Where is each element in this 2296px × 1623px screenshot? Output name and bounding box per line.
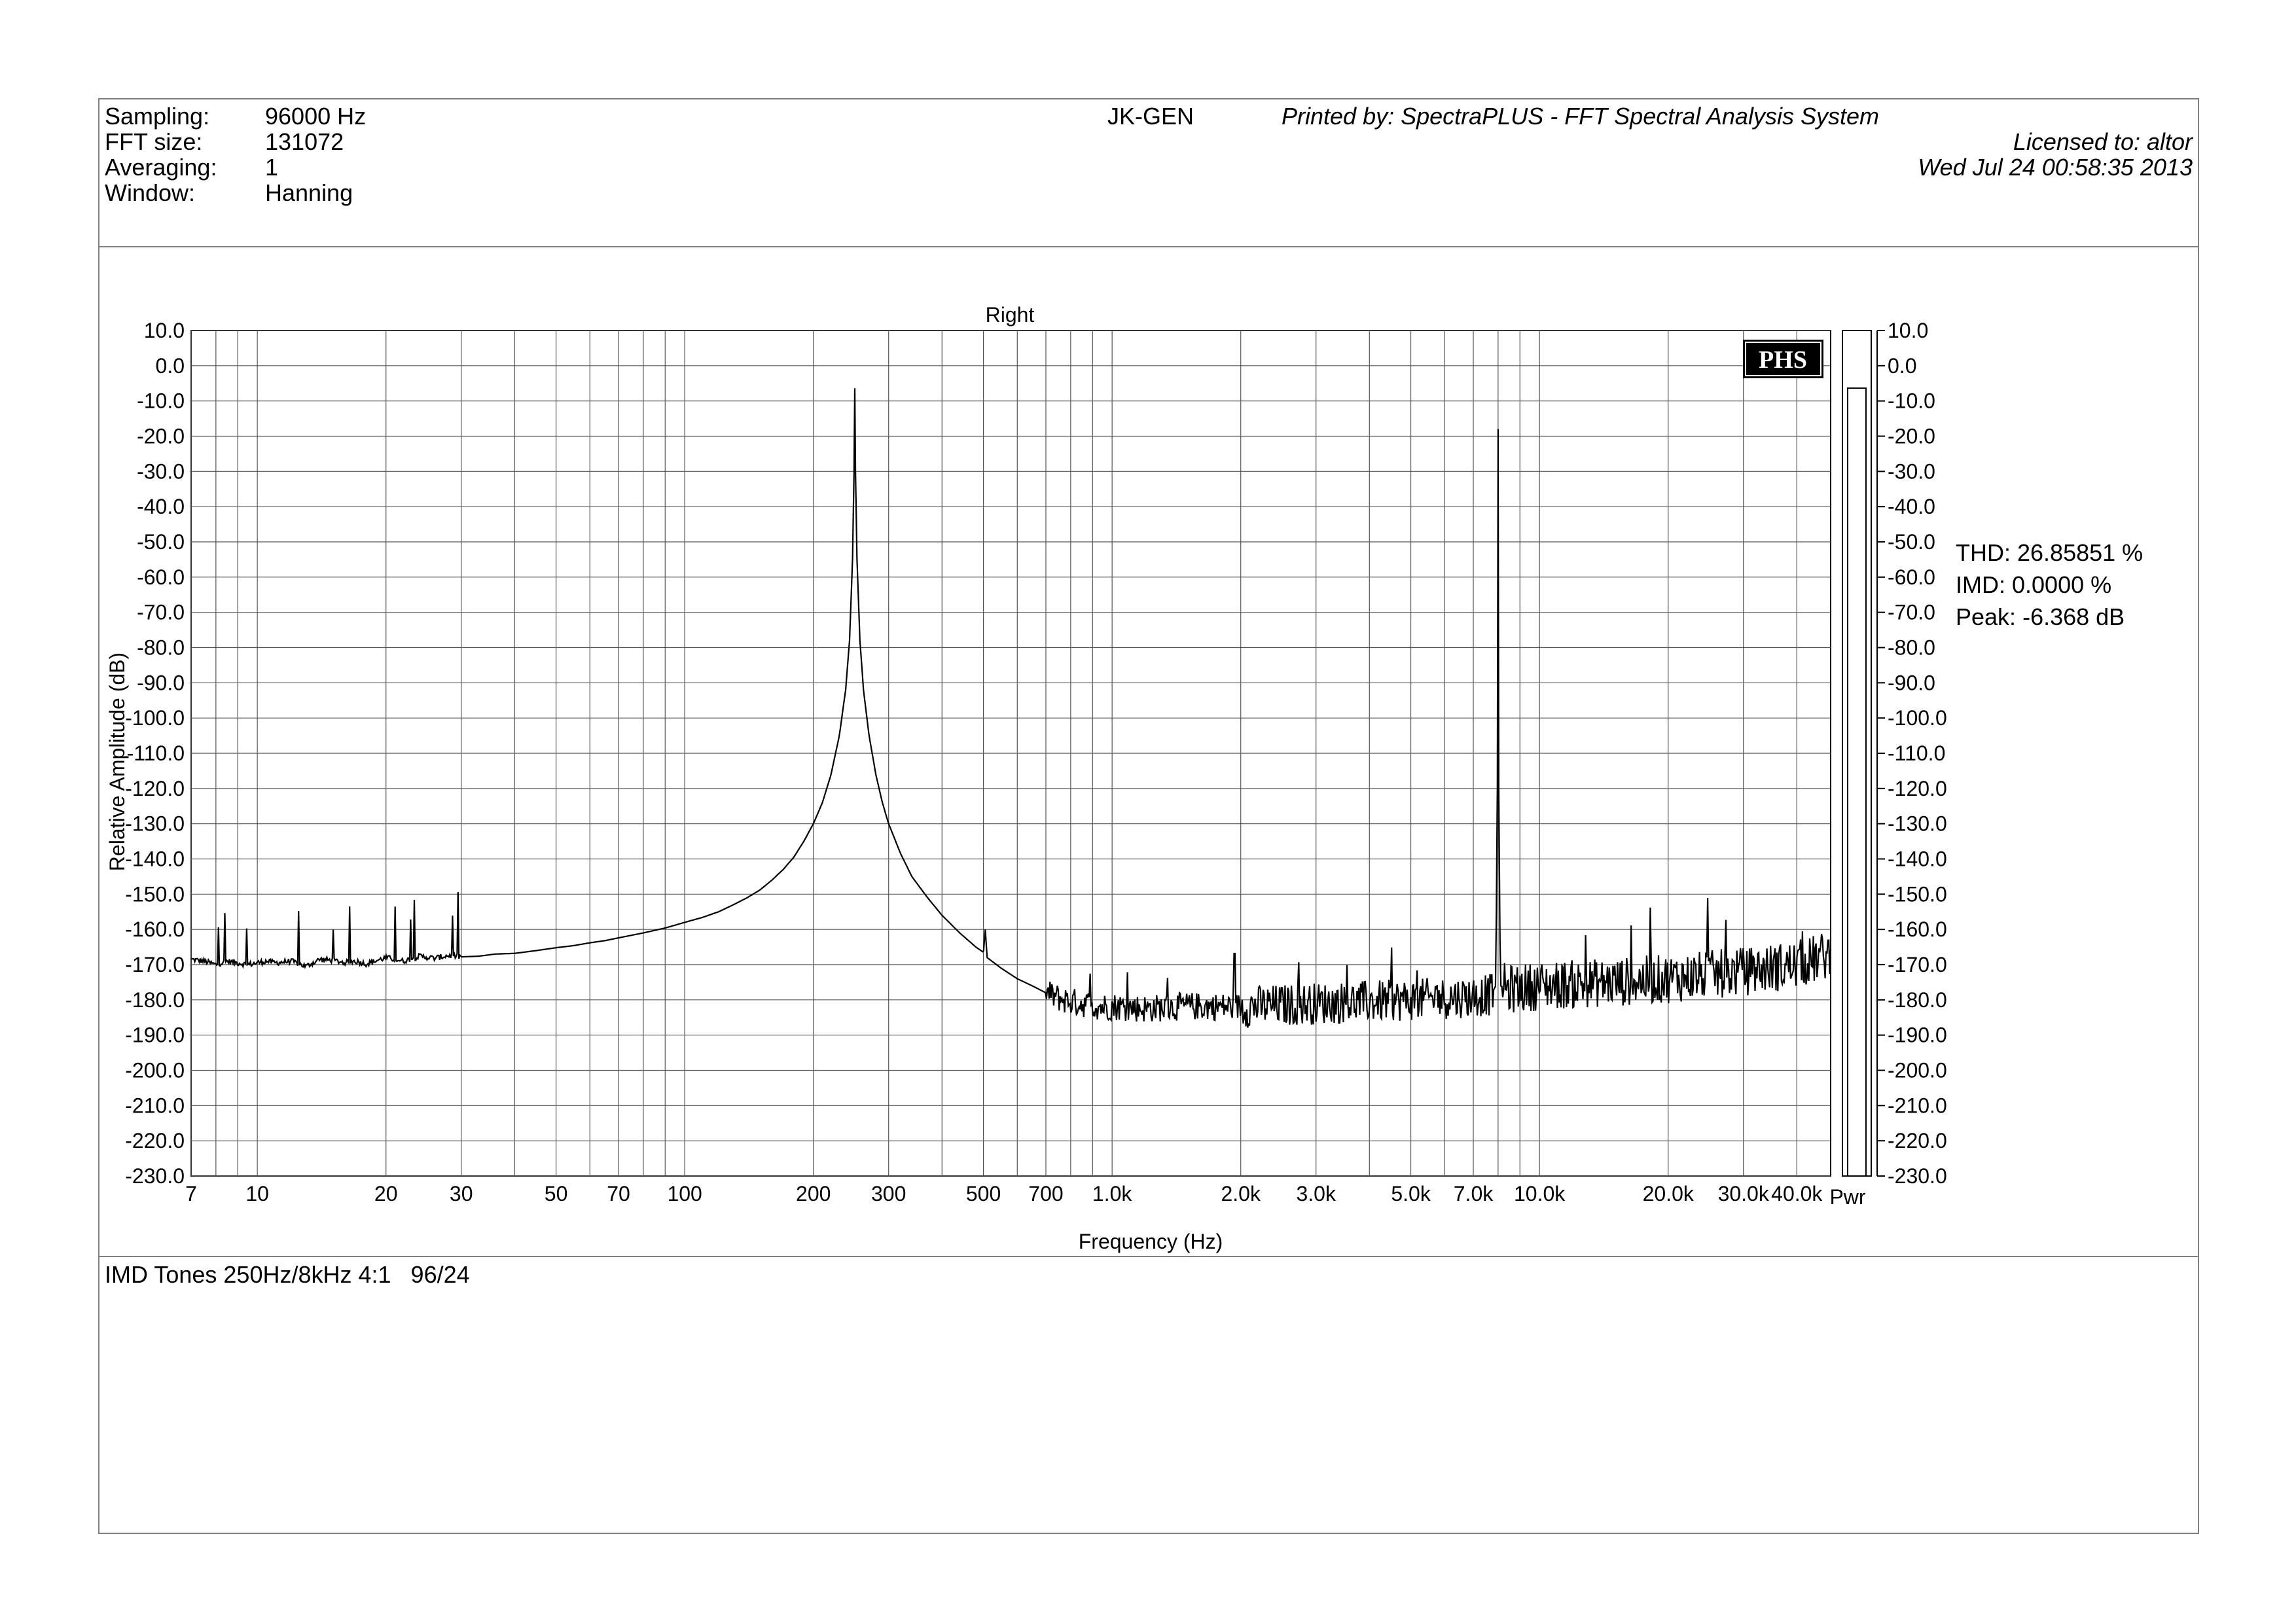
footer-note: IMD Tones 250Hz/8kHz 4:1 96/24: [105, 1261, 470, 1288]
fft-size-value: 131072: [265, 128, 344, 155]
imd-value: 0.0000 %: [2012, 571, 2112, 598]
printed-by: Printed by: SpectraPLUS - FFT Spectral A…: [1282, 103, 1879, 130]
averaging-value: 1: [265, 154, 279, 181]
licensed-to: Licensed to: altor: [2013, 128, 2193, 155]
thd-readout: THD: 26.85851 %: [1956, 540, 2143, 566]
footer-panel: [98, 1256, 2199, 1534]
peak-label: Peak:: [1956, 603, 2017, 630]
window-label: Window:: [105, 179, 196, 206]
imd-label: IMD:: [1956, 571, 2005, 598]
chart-panel: [98, 246, 2199, 1257]
thd-label: THD:: [1956, 539, 2011, 566]
peak-readout: Peak: -6.368 dB: [1956, 604, 2125, 630]
imd-readout: IMD: 0.0000 %: [1956, 572, 2111, 598]
window-value: Hanning: [265, 179, 353, 206]
peak-value: -6.368 dB: [2022, 603, 2125, 630]
fft-size-label: FFT size:: [105, 128, 203, 155]
thd-value: 26.85851 %: [2017, 539, 2144, 566]
device-name: JK-GEN: [1107, 103, 1194, 130]
sampling-value: 96000 Hz: [265, 103, 367, 130]
sampling-label: Sampling:: [105, 103, 210, 130]
averaging-label: Averaging:: [105, 154, 217, 181]
report-datetime: Wed Jul 24 00:58:35 2013: [1918, 154, 2193, 181]
